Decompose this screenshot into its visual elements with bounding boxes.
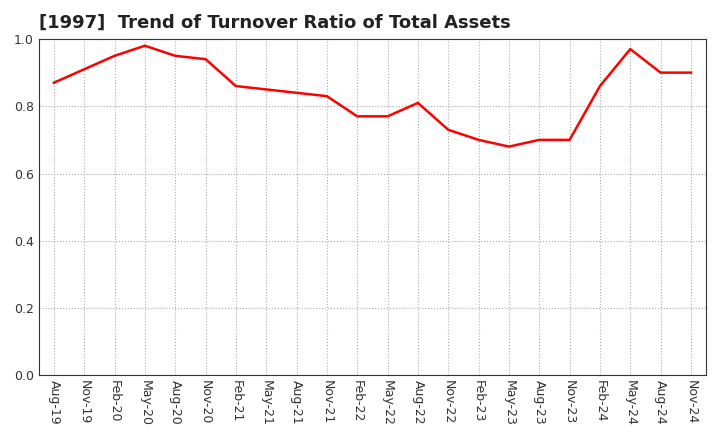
Text: [1997]  Trend of Turnover Ratio of Total Assets: [1997] Trend of Turnover Ratio of Total … <box>39 14 510 32</box>
